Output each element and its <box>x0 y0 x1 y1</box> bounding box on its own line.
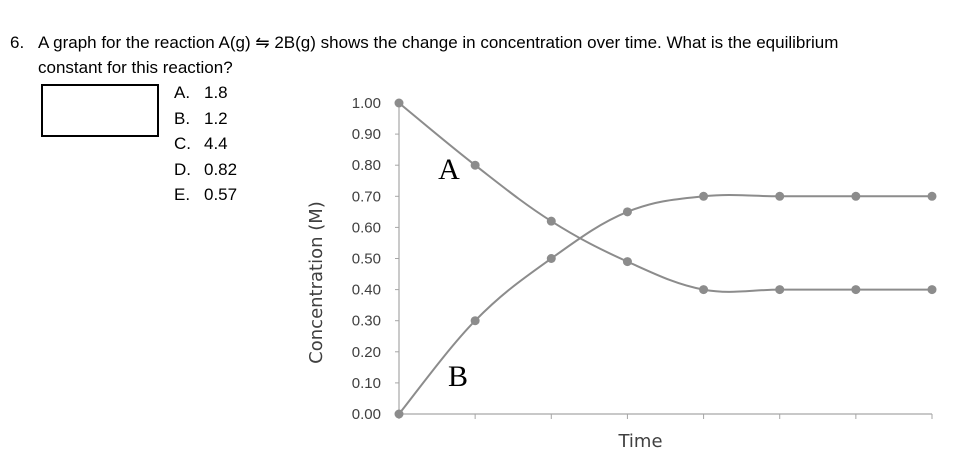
series-a-point <box>470 160 480 170</box>
choice-value: 0.57 <box>204 185 238 204</box>
series-b-point <box>699 191 709 201</box>
y-tick-label: 0.30 <box>352 313 381 330</box>
answer-box[interactable] <box>41 84 159 137</box>
question-number: 6. <box>10 33 25 52</box>
series-a-point <box>394 98 404 108</box>
y-tick-label: 0.20 <box>352 344 381 361</box>
series-a-point <box>622 257 632 267</box>
series-b-line <box>398 194 932 415</box>
choice-letter: B. <box>174 108 191 128</box>
series-b-point <box>927 191 937 201</box>
answer-choices: A. 1.8 B. 1.2 C. 4.4 D. 0.82 E. 0.57 <box>174 80 237 208</box>
series-a-line <box>398 102 932 293</box>
series-b-point <box>546 254 556 263</box>
choice-b[interactable]: B. 1.2 <box>174 106 237 132</box>
series-b-point <box>394 409 404 419</box>
y-tick-label: 0.40 <box>352 282 381 299</box>
series-a-label: A <box>438 153 460 186</box>
series-a-point <box>699 285 709 295</box>
y-tick-label: 1.00 <box>352 95 381 112</box>
choice-letter: C. <box>174 134 191 153</box>
y-tick-label: 0.70 <box>352 188 381 205</box>
choice-e[interactable]: E. 0.57 <box>174 182 237 208</box>
series-b-point <box>470 316 480 326</box>
y-tick-label: 0.00 <box>352 406 381 423</box>
y-tick-label: 0.60 <box>352 219 381 236</box>
choice-d[interactable]: D. 0.82 <box>174 157 237 183</box>
question-text-line-1: A graph for the reaction A(g) ⇋ 2B(g) sh… <box>38 33 839 52</box>
series-b-point <box>775 191 785 201</box>
series-b-point <box>851 191 861 201</box>
choice-letter: A. <box>174 83 191 102</box>
choice-letter: D. <box>174 159 191 179</box>
series-b-label: B <box>448 360 468 393</box>
choice-value: 1.2 <box>204 108 228 128</box>
choice-value: 0.82 <box>204 159 238 179</box>
x-axis-title: Time <box>617 431 662 452</box>
series-b-point <box>622 207 632 217</box>
y-tick-label: 0.80 <box>352 157 381 174</box>
choice-a[interactable]: A. 1.8 <box>174 80 237 106</box>
series-a-point <box>927 285 937 295</box>
choice-value: 4.4 <box>204 134 228 153</box>
y-tick-label: 0.50 <box>352 251 381 268</box>
choice-letter: E. <box>174 185 191 204</box>
y-tick-label: 0.90 <box>352 126 381 143</box>
series-a-point <box>775 285 785 295</box>
y-tick-label: 0.10 <box>352 375 381 392</box>
series-a-point <box>546 216 556 226</box>
y-axis-title: Concentration (M) <box>306 201 327 364</box>
series-a-point <box>851 285 861 295</box>
choice-c[interactable]: C. 4.4 <box>174 131 237 157</box>
choice-value: 1.8 <box>204 83 228 102</box>
question-text-line-2: constant for this reaction? <box>38 58 233 77</box>
